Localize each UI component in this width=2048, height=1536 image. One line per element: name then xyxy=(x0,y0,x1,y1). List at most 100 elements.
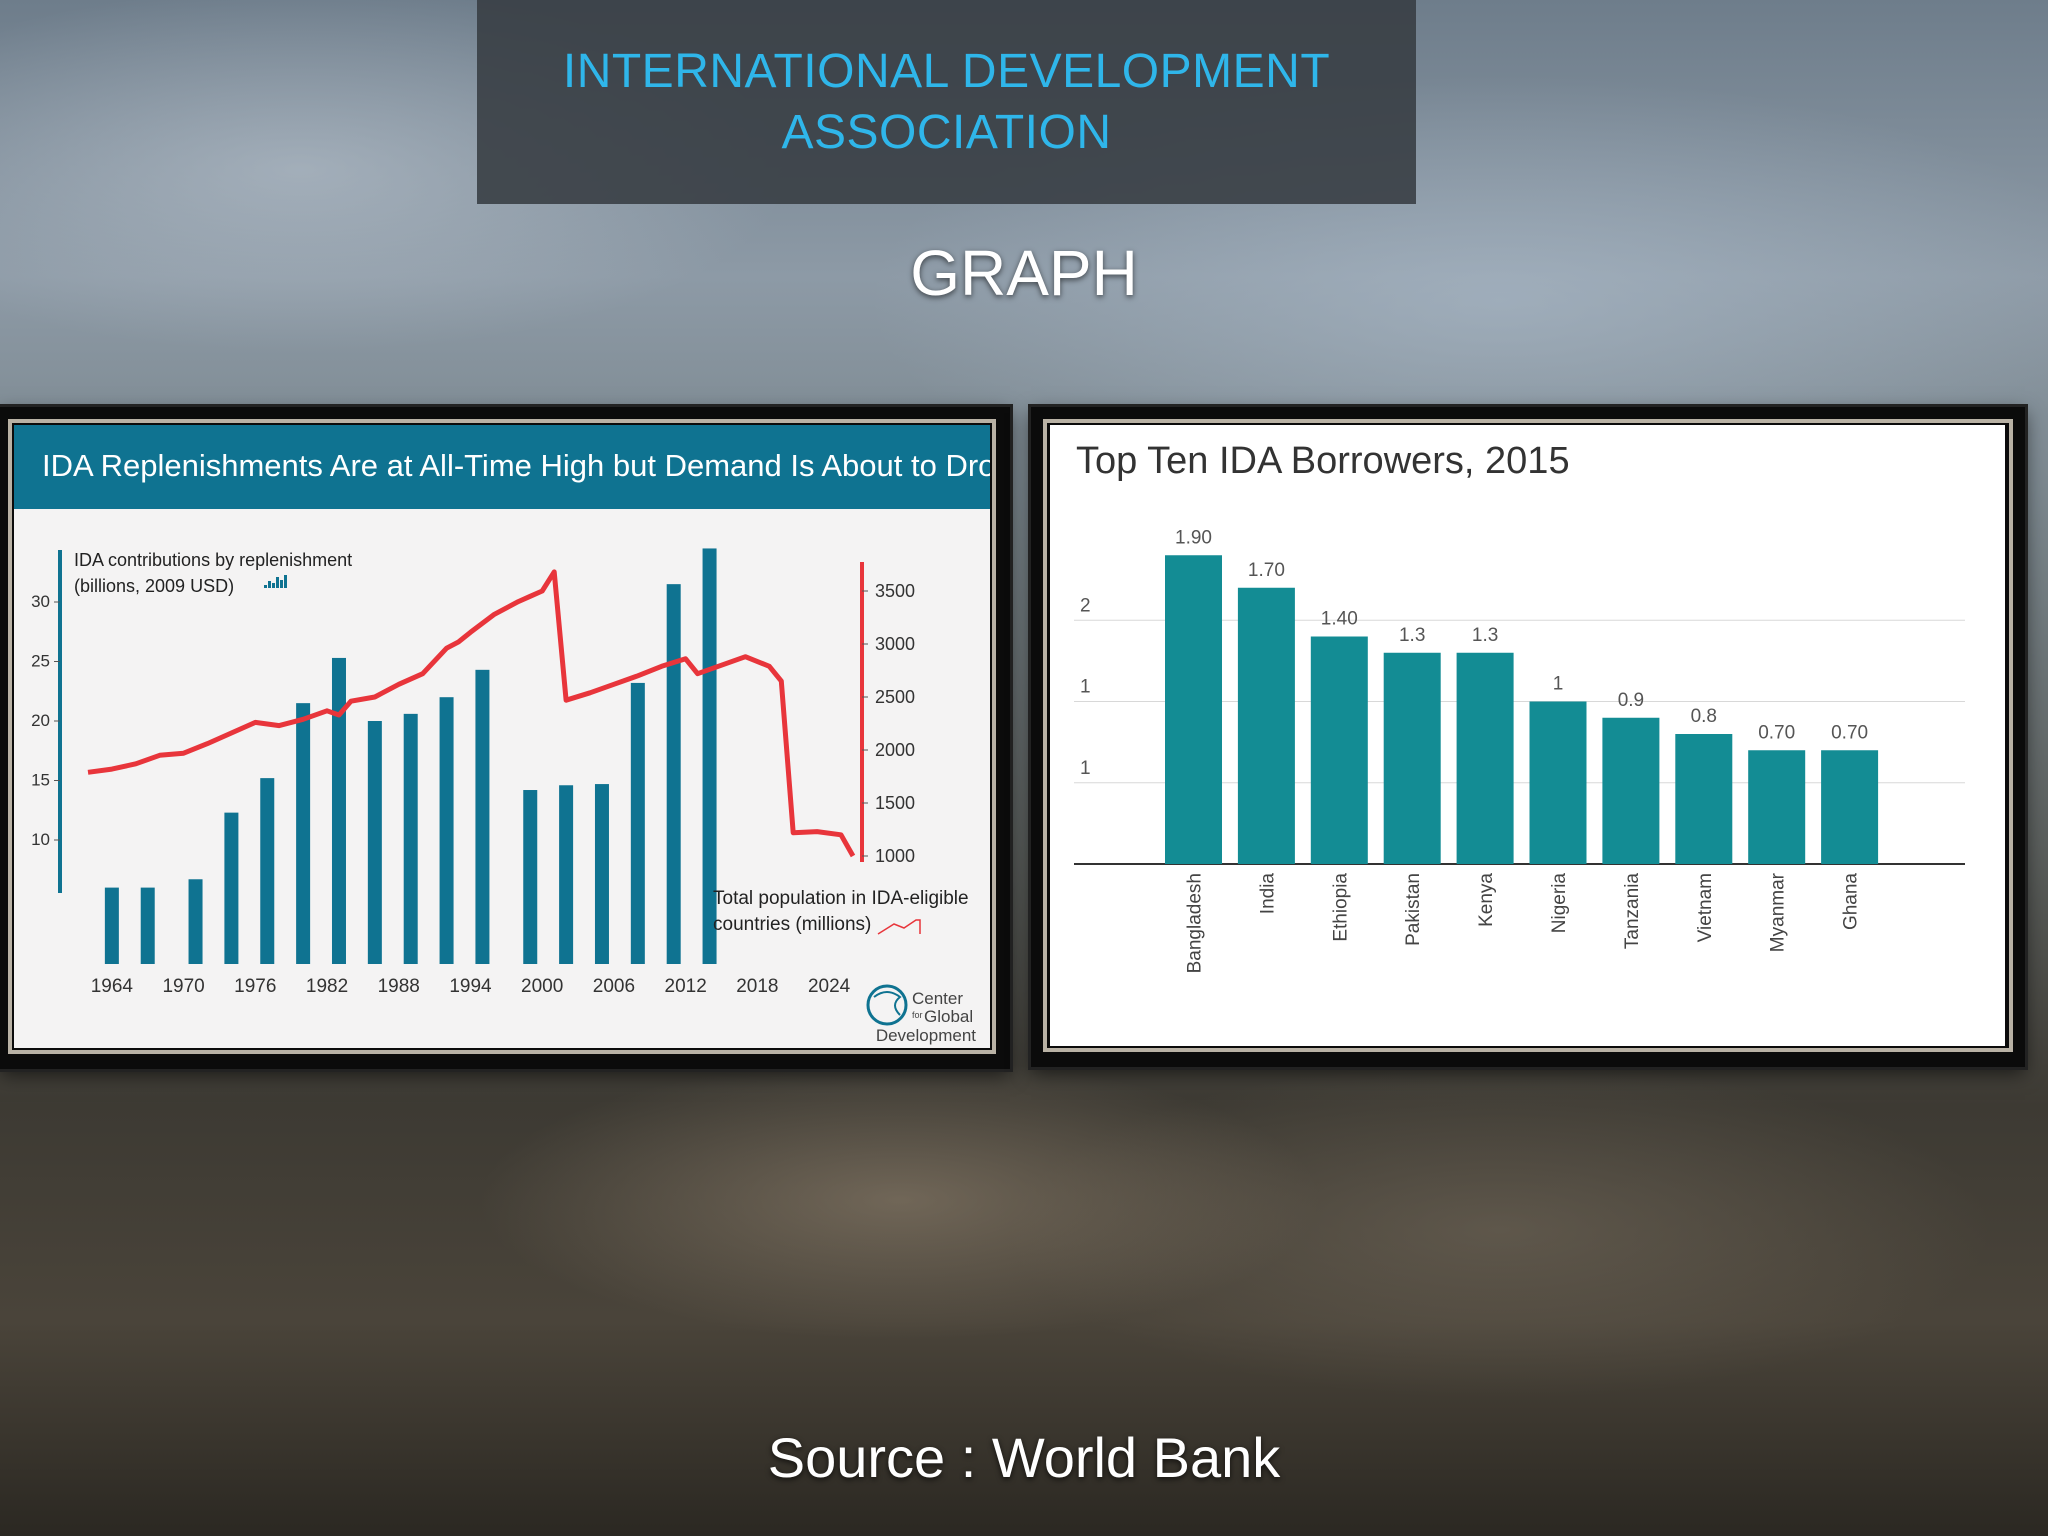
chart-banner xyxy=(14,425,990,509)
y-axis-tick-label: 1 xyxy=(1080,677,1091,698)
contribution-bar xyxy=(630,682,645,964)
left-axis-label: IDA contributions by replenishment xyxy=(74,550,352,570)
cgd-logo xyxy=(866,984,908,1026)
contribution-bar xyxy=(188,879,203,964)
slide-subtitle: GRAPH xyxy=(910,237,1138,309)
contribution-bar xyxy=(439,697,454,964)
slide-title: INTERNATIONAL DEVELOPMENT ASSOCIATION xyxy=(562,45,1331,159)
borrower-bar xyxy=(1383,652,1441,864)
contribution-bar xyxy=(331,657,346,964)
borrower-bar xyxy=(1310,636,1368,864)
mini-bar xyxy=(272,583,275,588)
bar-value-label: 1.70 xyxy=(1248,560,1285,581)
bar-value-label: 0.70 xyxy=(1831,722,1868,743)
category-label: Ghana xyxy=(1841,873,1862,930)
borrower-bar xyxy=(1748,750,1806,864)
contribution-bar xyxy=(224,812,239,964)
contribution-bar xyxy=(523,790,538,964)
left-axis-tick-label: 10 xyxy=(31,830,50,849)
y-axis-tick-label: 2 xyxy=(1080,595,1091,616)
contribution-bar xyxy=(260,778,275,964)
chart-title: IDA Replenishments Are at All-Time High … xyxy=(42,448,990,483)
right-chart-border xyxy=(1043,419,2013,1052)
right-axis-label: countries (millions) xyxy=(713,914,871,935)
source-caption: Source : World Bank xyxy=(767,1426,1281,1489)
bar-value-label: 1.3 xyxy=(1399,625,1425,646)
bar-value-label: 1 xyxy=(1553,674,1564,695)
bar-value-label: 0.8 xyxy=(1691,706,1717,727)
contribution-bar xyxy=(104,887,119,964)
credit-text: Development xyxy=(876,1026,976,1045)
mini-bar-icon xyxy=(264,575,287,588)
contribution-bar xyxy=(559,785,574,964)
category-label: Kenya xyxy=(1476,873,1497,927)
category-label: Pakistan xyxy=(1403,873,1424,946)
right-axis-tick-label: 1500 xyxy=(875,793,915,813)
contribution-bar xyxy=(594,784,609,964)
category-label: Myanmar xyxy=(1768,872,1789,952)
right-axis-tick-label: 1000 xyxy=(875,846,915,866)
mini-line-icon xyxy=(877,919,921,935)
mini-bar xyxy=(276,577,279,588)
contribution-bar xyxy=(367,721,382,964)
cgd-logo-globe xyxy=(866,984,908,1026)
x-axis-tick-label: 1988 xyxy=(378,976,420,997)
right-axis-tick-label: 3000 xyxy=(875,634,915,654)
borrower-bar xyxy=(1529,701,1587,864)
x-axis-tick-label: 1976 xyxy=(234,976,276,997)
category-label: India xyxy=(1257,873,1278,915)
right-axis-tick-label: 3500 xyxy=(875,581,915,601)
x-axis-tick-label: 1994 xyxy=(449,976,492,997)
left-axis-label: (billions, 2009 USD) xyxy=(74,576,234,596)
bar-value-label: 1.40 xyxy=(1321,609,1358,630)
top-borrowers-chart: Top Ten IDA Borrowers, 2015 1 1 2 1.90 Bangl… xyxy=(1050,425,2005,1046)
credit-text: Center xyxy=(912,989,963,1008)
borrower-bar xyxy=(1456,652,1514,864)
bar-value-label: 1.3 xyxy=(1472,625,1498,646)
credit-text: for xyxy=(912,1010,923,1020)
contribution-bar xyxy=(702,548,717,964)
contribution-bar xyxy=(475,669,490,964)
contribution-bar xyxy=(296,703,311,964)
top-borrowers-svg: Top Ten IDA Borrowers, 2015 1 1 2 1.90 Bangl… xyxy=(1074,440,1965,973)
bar-value-label: 0.70 xyxy=(1758,722,1795,743)
borrower-bar xyxy=(1602,717,1660,864)
credit-text: Global xyxy=(924,1007,973,1026)
category-label: Bangladesh xyxy=(1185,873,1206,973)
borrower-bar xyxy=(1237,587,1295,864)
contribution-bar xyxy=(666,584,681,964)
mini-bar xyxy=(264,585,267,588)
x-axis-tick-label: 2018 xyxy=(736,976,778,997)
header-box: INTERNATIONAL DEVELOPMENT ASSOCIATION xyxy=(477,0,1416,204)
ida-replenishment-svg: IDA Replenishments Are at All-Time High … xyxy=(14,425,1013,1045)
right-axis-tick-label: 2000 xyxy=(875,740,915,760)
x-axis-tick-label: 1982 xyxy=(306,976,348,997)
left-axis-tick-label: 20 xyxy=(31,711,50,730)
right-axis-tick-label: 2500 xyxy=(875,687,915,707)
x-axis-tick-label: 2006 xyxy=(593,976,635,997)
contribution-bar xyxy=(140,887,155,964)
x-axis-tick-label: 2000 xyxy=(521,976,563,997)
x-axis-tick-label: 1970 xyxy=(162,976,204,997)
ida-replenishment-chart: IDA Replenishments Are at All-Time High … xyxy=(14,425,1013,1048)
borrower-bar xyxy=(1821,750,1879,864)
left-axis-tick-label: 15 xyxy=(31,771,50,790)
mini-bar xyxy=(268,581,271,588)
mini-bar xyxy=(284,575,287,588)
contribution-bar xyxy=(403,713,418,964)
population-line xyxy=(87,569,856,858)
left-chart-border xyxy=(8,419,996,1054)
left-axis-tick-label: 30 xyxy=(31,592,50,611)
bar-value-label: 0.9 xyxy=(1618,690,1644,711)
cgd-logo-swirl xyxy=(873,991,902,1016)
mini-bar xyxy=(280,580,283,588)
x-axis-tick-label: 2024 xyxy=(808,976,851,997)
x-axis-tick-label: 1964 xyxy=(91,976,134,997)
x-axis-tick-label: 2012 xyxy=(665,976,707,997)
y-axis-tick-label: 1 xyxy=(1080,758,1091,779)
bar-value-label: 1.90 xyxy=(1175,527,1212,548)
category-label: Tanzania xyxy=(1622,873,1643,949)
category-label: Nigeria xyxy=(1549,873,1570,934)
category-label: Ethiopia xyxy=(1330,873,1351,942)
borrower-bar xyxy=(1165,555,1222,864)
